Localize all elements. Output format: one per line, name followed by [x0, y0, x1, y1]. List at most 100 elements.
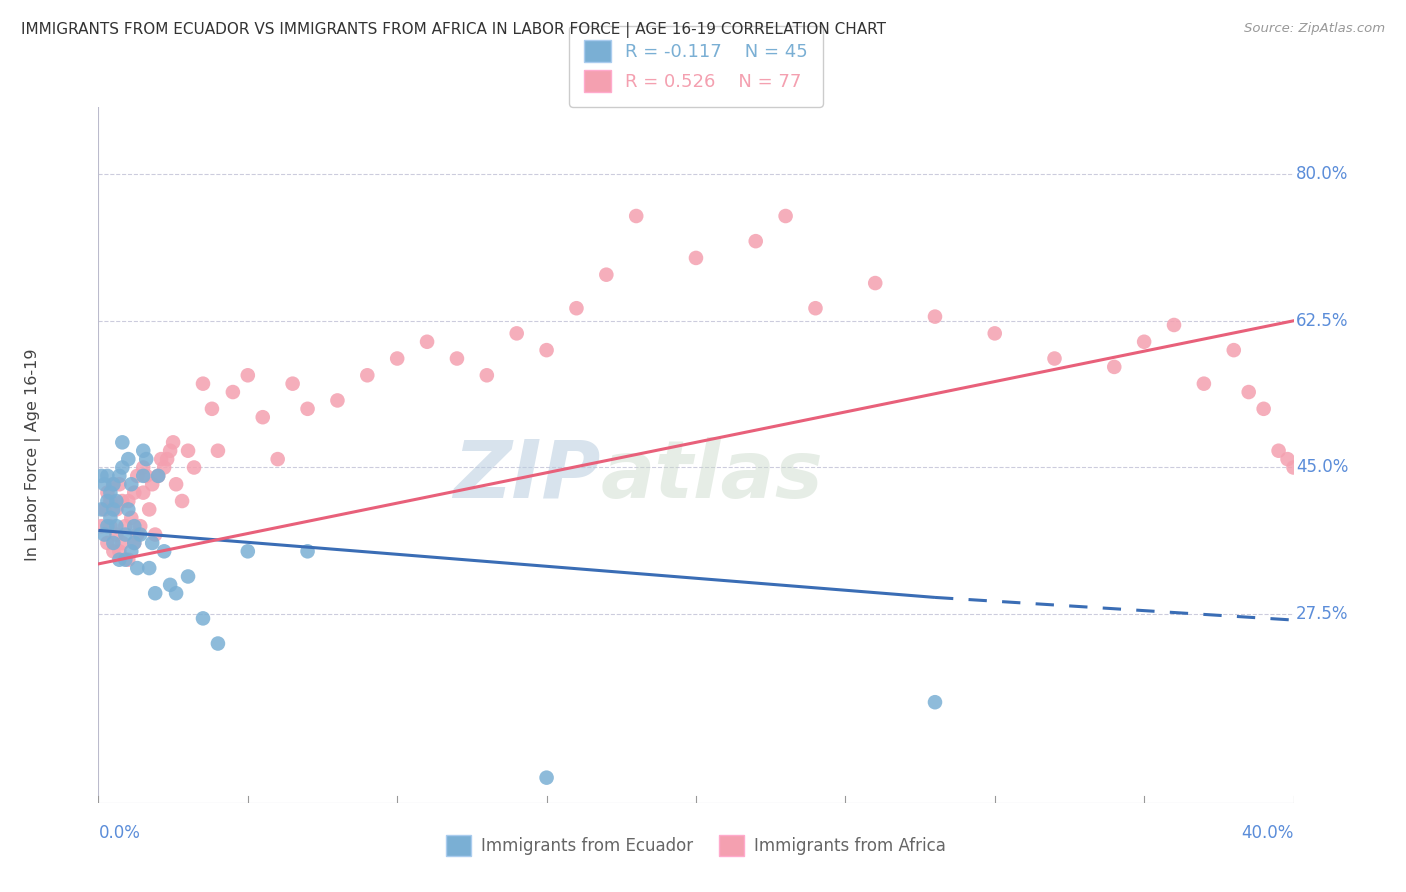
- Point: [127, 561, 149, 575]
- Point: [924, 695, 946, 709]
- Point: [172, 494, 194, 508]
- Point: [98, 510, 122, 524]
- Point: [124, 519, 146, 533]
- Text: 62.5%: 62.5%: [1296, 312, 1348, 330]
- Point: [120, 510, 142, 524]
- Text: 80.0%: 80.0%: [1296, 165, 1348, 183]
- Point: [90, 502, 112, 516]
- Point: [148, 468, 170, 483]
- Point: [236, 368, 259, 383]
- Point: [132, 443, 155, 458]
- Point: [111, 536, 134, 550]
- Point: [141, 477, 163, 491]
- Point: [685, 251, 707, 265]
- Point: [138, 502, 160, 516]
- Point: [141, 536, 163, 550]
- Point: [127, 468, 149, 483]
- Point: [111, 460, 134, 475]
- Text: 40.0%: 40.0%: [1241, 823, 1294, 842]
- Point: [120, 477, 142, 491]
- Point: [103, 502, 125, 516]
- Point: [93, 527, 115, 541]
- Point: [111, 435, 134, 450]
- Point: [124, 536, 146, 550]
- Point: [385, 351, 409, 366]
- Point: [165, 586, 187, 600]
- Point: [1277, 452, 1299, 467]
- Point: [105, 502, 128, 516]
- Point: [117, 494, 139, 508]
- Point: [1253, 401, 1275, 416]
- Point: [98, 485, 122, 500]
- Point: [536, 771, 558, 785]
- Point: [96, 468, 118, 483]
- Point: [96, 536, 118, 550]
- Point: [506, 326, 529, 341]
- Point: [416, 334, 439, 349]
- Point: [1237, 385, 1260, 400]
- Point: [117, 552, 139, 566]
- Point: [1163, 318, 1185, 332]
- Point: [93, 477, 115, 491]
- Point: [114, 519, 136, 533]
- Point: [117, 452, 139, 467]
- Point: [297, 401, 319, 416]
- Point: [207, 443, 229, 458]
- Point: [1282, 460, 1305, 475]
- Point: [114, 527, 136, 541]
- Text: Source: ZipAtlas.com: Source: ZipAtlas.com: [1244, 22, 1385, 36]
- Point: [1267, 443, 1289, 458]
- Point: [252, 410, 274, 425]
- Point: [138, 561, 160, 575]
- Text: 0.0%: 0.0%: [98, 823, 141, 842]
- Point: [475, 368, 498, 383]
- Text: 45.0%: 45.0%: [1296, 458, 1348, 476]
- Point: [1223, 343, 1246, 358]
- Point: [108, 468, 131, 483]
- Point: [120, 544, 142, 558]
- Point: [150, 452, 173, 467]
- Point: [446, 351, 468, 366]
- Point: [127, 527, 149, 541]
- Point: [165, 477, 187, 491]
- Point: [162, 435, 184, 450]
- Text: atlas: atlas: [600, 437, 823, 515]
- Point: [924, 310, 946, 324]
- Point: [984, 326, 1007, 341]
- Point: [183, 460, 205, 475]
- Point: [565, 301, 588, 316]
- Point: [98, 494, 122, 508]
- Point: [132, 485, 155, 500]
- Text: IMMIGRANTS FROM ECUADOR VS IMMIGRANTS FROM AFRICA IN LABOR FORCE | AGE 16-19 COR: IMMIGRANTS FROM ECUADOR VS IMMIGRANTS FR…: [21, 22, 886, 38]
- Point: [201, 401, 224, 416]
- Point: [159, 578, 181, 592]
- Point: [108, 544, 131, 558]
- Point: [105, 527, 128, 541]
- Point: [143, 586, 166, 600]
- Point: [326, 393, 349, 408]
- Point: [108, 477, 131, 491]
- Point: [222, 385, 245, 400]
- Point: [98, 519, 122, 533]
- Point: [132, 468, 155, 483]
- Point: [129, 519, 152, 533]
- Point: [105, 494, 128, 508]
- Point: [96, 485, 118, 500]
- Point: [108, 552, 131, 566]
- Point: [124, 485, 146, 500]
- Point: [96, 494, 118, 508]
- Point: [281, 376, 304, 391]
- Point: [124, 536, 146, 550]
- Legend: Immigrants from Ecuador, Immigrants from Africa: Immigrants from Ecuador, Immigrants from…: [439, 827, 953, 864]
- Point: [191, 376, 214, 391]
- Point: [90, 468, 112, 483]
- Point: [148, 468, 170, 483]
- Point: [745, 234, 768, 248]
- Point: [105, 519, 128, 533]
- Point: [135, 452, 157, 467]
- Point: [356, 368, 378, 383]
- Point: [775, 209, 797, 223]
- Point: [96, 519, 118, 533]
- Point: [111, 494, 134, 508]
- Point: [1192, 376, 1215, 391]
